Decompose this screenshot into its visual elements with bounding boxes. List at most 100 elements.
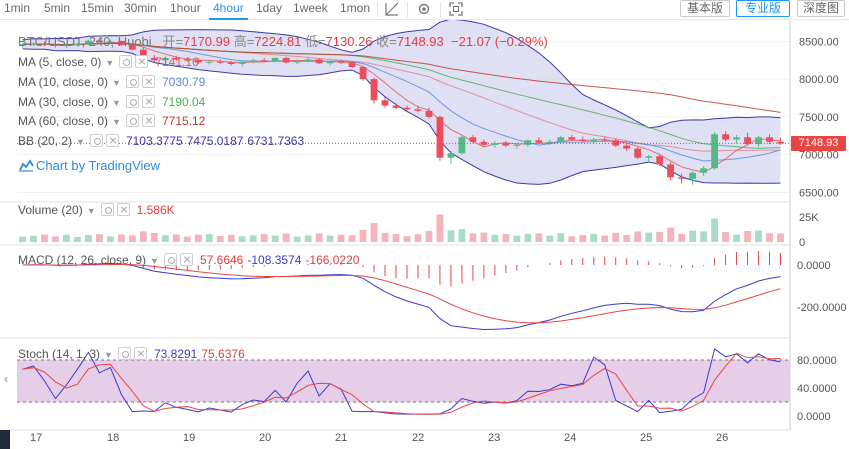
pro-version-button[interactable]: 专业版 — [736, 0, 790, 17]
candle-body — [359, 67, 367, 80]
legend-ma60[interactable]: MA (60, close, 0) ▼ 7715.12 — [18, 113, 205, 129]
legend-stoch[interactable]: Stoch (14, 1, 3) ▼ 73.8291 75.6376 — [18, 346, 245, 362]
date-tick-label: 18 — [107, 432, 119, 444]
candle-body — [19, 44, 26, 46]
chevron-down-icon[interactable]: ▼ — [105, 58, 115, 68]
volume-bar — [19, 236, 26, 242]
candle-body — [667, 164, 675, 178]
volume-bar — [491, 234, 499, 242]
volume-bar — [216, 236, 224, 242]
settings-icon[interactable] — [125, 75, 139, 88]
settings-icon[interactable] — [163, 253, 177, 266]
candle-body — [315, 59, 323, 64]
legend-ma10[interactable]: MA (10, close, 0) ▼ 7030.79 — [18, 74, 205, 90]
legend-name: MA (60, close, 0) — [18, 114, 109, 128]
timeframe-5min[interactable]: 5min — [44, 1, 71, 15]
volume-bars — [19, 214, 784, 242]
candle-body — [282, 57, 290, 63]
legend-ma5[interactable]: MA (5, close, 0) ▼ 7141.16 — [18, 54, 199, 70]
volume-bar — [645, 232, 653, 242]
close-icon[interactable] — [179, 253, 193, 266]
macd-tick-label: 0.0000 — [797, 260, 831, 272]
volume-bar — [282, 233, 290, 242]
date-tick-label: 17 — [30, 432, 42, 444]
timeframe-1day[interactable]: 1day — [256, 1, 283, 15]
tradingview-logo-icon[interactable] — [18, 158, 34, 172]
settings-icon[interactable] — [125, 114, 139, 127]
volume-bar — [524, 233, 532, 242]
timeframe-4hour[interactable]: 4hour — [209, 0, 248, 20]
close-icon[interactable] — [141, 114, 155, 127]
low-label: 低= — [304, 34, 326, 49]
chevron-down-icon[interactable]: ▼ — [86, 206, 96, 216]
volume-bar — [370, 223, 378, 242]
close-icon[interactable] — [135, 55, 149, 68]
depth-chart-button[interactable]: 深度图 — [797, 0, 845, 17]
volume-bar — [403, 236, 411, 242]
candle-body — [568, 137, 576, 140]
macd-histogram-value: 57.6646 — [199, 253, 244, 267]
candle-body — [414, 109, 422, 111]
candlesticks — [19, 38, 784, 185]
volume-bar — [568, 236, 576, 242]
high-label: 高= — [233, 34, 255, 49]
timeframe-30min[interactable]: 30min — [124, 1, 157, 15]
ohlc-header: BTC/USDT, 240, Huobi 开=7170.99 高=7224.81… — [18, 34, 548, 50]
timeframe-15min[interactable]: 15min — [81, 1, 114, 15]
settings-icon[interactable] — [89, 134, 103, 147]
trend-line-icon[interactable] — [381, 0, 403, 19]
settings-icon[interactable] — [100, 203, 114, 216]
close-icon[interactable] — [116, 203, 130, 216]
scroll-left-icon[interactable]: ‹ — [4, 372, 8, 386]
legend-ma30[interactable]: MA (30, close, 0) ▼ 7190.04 — [18, 94, 205, 110]
candle-body — [656, 156, 664, 165]
chevron-down-icon[interactable]: ▼ — [112, 78, 121, 88]
last-price-badge: 7148.93 — [791, 136, 846, 151]
axis-corner — [0, 430, 10, 449]
timeframe-1week[interactable]: 1week — [293, 1, 328, 15]
toolbar-divider — [407, 2, 408, 17]
close-icon[interactable] — [133, 347, 147, 360]
timeframe-1mon[interactable]: 1mon — [340, 1, 371, 15]
macd-line-value: -108.3574 — [247, 253, 302, 267]
chart-canvas[interactable]: 8500.00 8000.00 7500.00 7000.00 6500.00 25K 0 0… — [0, 20, 849, 449]
date-tick-label: 23 — [488, 432, 500, 444]
moving-averages — [22, 42, 781, 173]
legend-volume[interactable]: Volume (20) ▼ 1.586K — [18, 202, 175, 218]
basic-version-button[interactable]: 基本版 — [680, 0, 730, 17]
volume-bar — [480, 232, 488, 242]
volume-bar — [205, 234, 213, 242]
close-icon[interactable] — [105, 134, 119, 147]
settings-icon[interactable] — [413, 0, 435, 19]
settings-icon[interactable] — [125, 95, 139, 108]
legend-bb[interactable]: BB (20, 2) ▼ 7103.3775 7475.0187 6731.7363 — [18, 133, 304, 149]
chevron-down-icon[interactable]: ▼ — [150, 256, 159, 266]
chevron-down-icon[interactable]: ▼ — [104, 350, 113, 360]
stoch-k-value: 73.8291 — [153, 347, 198, 361]
timeframe-1min[interactable]: 1min — [4, 1, 31, 15]
volume-bar — [502, 234, 510, 242]
tradingview-link[interactable]: Chart by TradingView — [36, 158, 161, 173]
settings-icon[interactable] — [119, 55, 133, 68]
candle-body — [260, 60, 268, 62]
settings-icon[interactable] — [117, 347, 131, 360]
candle-body — [711, 134, 718, 169]
legend-value: 7141.16 — [155, 55, 199, 69]
legend-name: BB (20, 2) — [18, 134, 73, 148]
date-tick-label: 25 — [640, 432, 652, 444]
volume-bar — [315, 233, 323, 242]
chevron-down-icon[interactable]: ▼ — [112, 98, 121, 108]
close-icon[interactable] — [141, 95, 155, 108]
chevron-down-icon[interactable]: ▼ — [76, 137, 85, 147]
volume-bar — [546, 235, 554, 242]
volume-tick-label: 25K — [799, 212, 819, 224]
candle-body — [403, 107, 411, 110]
fullscreen-icon[interactable] — [445, 0, 467, 19]
candle-body — [733, 137, 740, 140]
volume-bar — [557, 233, 565, 242]
close-icon[interactable] — [141, 75, 155, 88]
legend-name: MA (30, close, 0) — [18, 95, 109, 109]
chevron-down-icon[interactable]: ▼ — [112, 117, 121, 127]
timeframe-1hour[interactable]: 1hour — [170, 1, 201, 15]
legend-macd[interactable]: MACD (12, 26, close, 9) ▼ 57.6646 -108.3574… — [18, 252, 359, 268]
